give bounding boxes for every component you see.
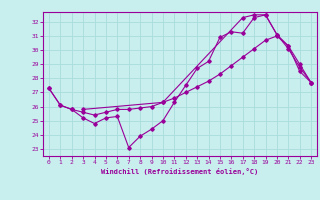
X-axis label: Windchill (Refroidissement éolien,°C): Windchill (Refroidissement éolien,°C) xyxy=(101,168,259,175)
